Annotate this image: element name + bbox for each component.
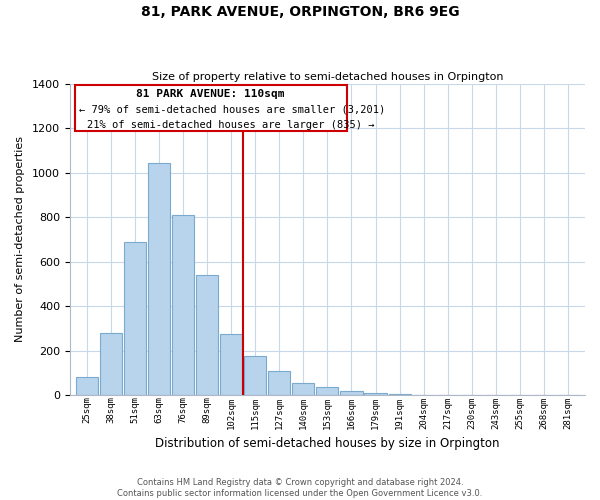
Bar — [196, 275, 218, 395]
Bar — [148, 162, 170, 395]
Bar — [172, 215, 194, 395]
Bar — [389, 394, 410, 395]
Bar — [364, 393, 386, 395]
Title: Size of property relative to semi-detached houses in Orpington: Size of property relative to semi-detach… — [152, 72, 503, 82]
Bar — [340, 391, 362, 395]
Text: 81, PARK AVENUE, ORPINGTON, BR6 9EG: 81, PARK AVENUE, ORPINGTON, BR6 9EG — [140, 5, 460, 19]
Text: 81 PARK AVENUE: 110sqm: 81 PARK AVENUE: 110sqm — [136, 89, 285, 99]
Text: 21% of semi-detached houses are larger (835) →: 21% of semi-detached houses are larger (… — [86, 120, 374, 130]
Y-axis label: Number of semi-detached properties: Number of semi-detached properties — [15, 136, 25, 342]
Bar — [268, 370, 290, 395]
Bar — [292, 383, 314, 395]
Bar — [244, 356, 266, 395]
Bar — [220, 334, 242, 395]
Bar — [100, 333, 122, 395]
Bar — [316, 387, 338, 395]
Text: ← 79% of semi-detached houses are smaller (3,201): ← 79% of semi-detached houses are smalle… — [79, 104, 386, 115]
Text: Contains HM Land Registry data © Crown copyright and database right 2024.
Contai: Contains HM Land Registry data © Crown c… — [118, 478, 482, 498]
Bar — [76, 377, 98, 395]
Bar — [124, 242, 146, 395]
X-axis label: Distribution of semi-detached houses by size in Orpington: Distribution of semi-detached houses by … — [155, 437, 500, 450]
FancyBboxPatch shape — [74, 85, 347, 132]
